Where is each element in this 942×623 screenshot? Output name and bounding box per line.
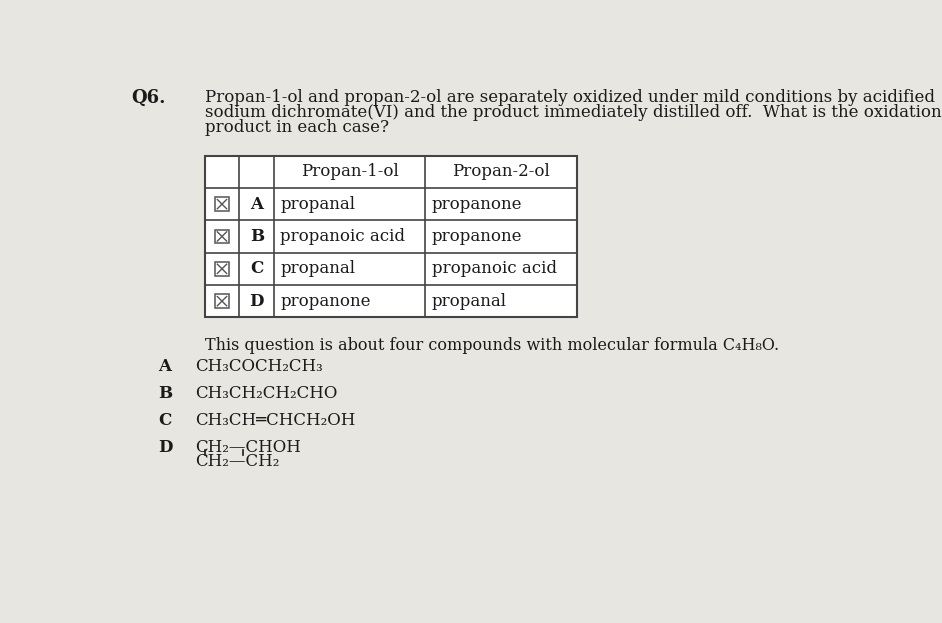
Text: propanone: propanone bbox=[431, 228, 522, 245]
Text: CH₂—CH₂: CH₂—CH₂ bbox=[195, 453, 280, 470]
Text: D: D bbox=[250, 293, 264, 310]
Text: C: C bbox=[251, 260, 264, 277]
Bar bbox=[215, 294, 229, 308]
Text: propanoic acid: propanoic acid bbox=[281, 228, 405, 245]
Text: propanone: propanone bbox=[431, 196, 522, 212]
Bar bbox=[215, 229, 229, 244]
Text: D: D bbox=[158, 439, 172, 456]
Text: product in each case?: product in each case? bbox=[204, 120, 388, 136]
Text: propanone: propanone bbox=[281, 293, 371, 310]
Text: propanal: propanal bbox=[431, 293, 507, 310]
Text: B: B bbox=[250, 228, 264, 245]
Text: This question is about four compounds with molecular formula C₄H₈O.: This question is about four compounds wi… bbox=[204, 336, 779, 354]
Text: Propan-1-ol: Propan-1-ol bbox=[301, 163, 398, 180]
Text: CH₃COCH₂CH₃: CH₃COCH₂CH₃ bbox=[195, 358, 323, 375]
Text: propanoic acid: propanoic acid bbox=[431, 260, 557, 277]
Text: Propan-2-ol: Propan-2-ol bbox=[452, 163, 550, 180]
Text: Propan-1-ol and propan-2-ol are separately oxidized under mild conditions by aci: Propan-1-ol and propan-2-ol are separate… bbox=[204, 88, 934, 106]
Text: B: B bbox=[158, 385, 172, 402]
Text: A: A bbox=[158, 358, 171, 375]
Bar bbox=[215, 197, 229, 211]
Text: sodium dichromate(VI) and the product immediately distilled off.  What is the ox: sodium dichromate(VI) and the product im… bbox=[204, 104, 941, 121]
Text: A: A bbox=[251, 196, 264, 212]
Text: propanal: propanal bbox=[281, 260, 355, 277]
Text: CH₃CH₂CH₂CHO: CH₃CH₂CH₂CHO bbox=[195, 385, 337, 402]
Text: C: C bbox=[158, 412, 171, 429]
Text: propanal: propanal bbox=[281, 196, 355, 212]
Bar bbox=[215, 262, 229, 276]
Text: CH₃CH═CHCH₂OH: CH₃CH═CHCH₂OH bbox=[195, 412, 356, 429]
Text: CH₂—CHOH: CH₂—CHOH bbox=[195, 439, 301, 456]
Bar bbox=[204, 156, 577, 317]
Text: Q6.: Q6. bbox=[132, 88, 166, 107]
